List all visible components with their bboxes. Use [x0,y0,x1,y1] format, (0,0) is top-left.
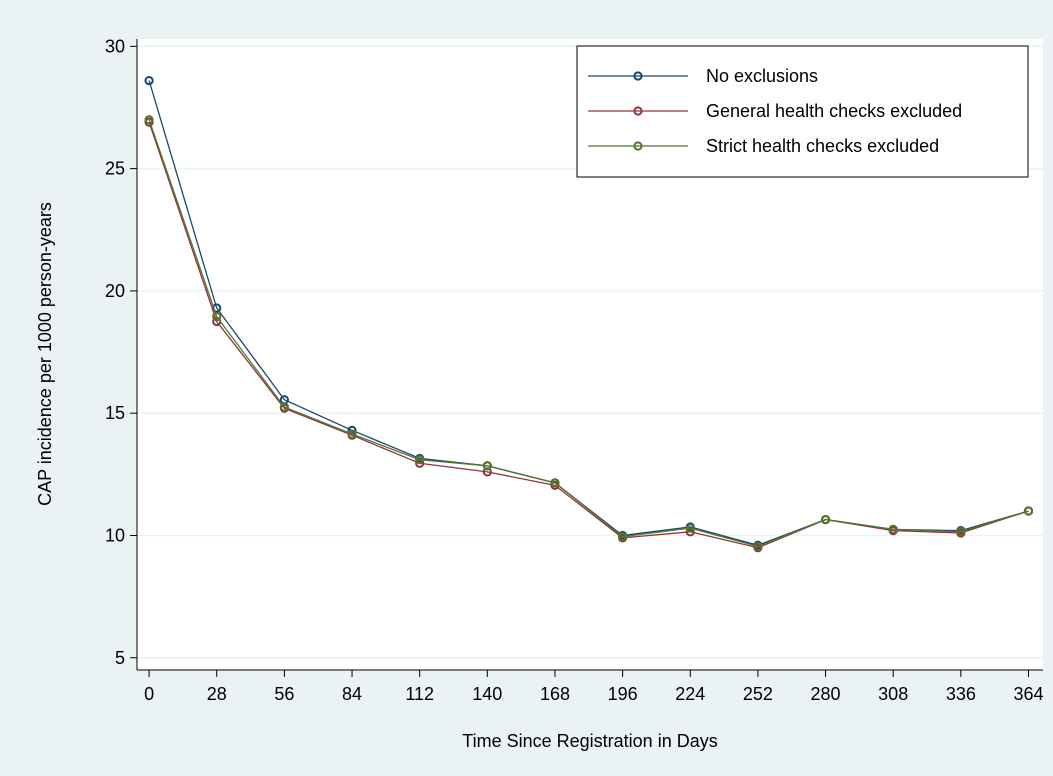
data-point [685,523,695,533]
data-point [820,514,831,525]
x-tick-label: 28 [207,684,227,704]
y-ticks: 5 10 15 20 25 30 [105,36,137,668]
data-point [347,429,357,439]
x-tick-label: 0 [144,684,154,704]
y-tick-label: 10 [105,525,125,545]
data-point [482,461,492,471]
legend-swatch-marker [633,141,643,151]
x-tick-label: 112 [405,684,434,704]
x-tick-label: 196 [608,684,638,704]
y-tick-label: 20 [105,281,125,301]
x-tick-label: 84 [342,684,362,704]
x-tick-label: 308 [878,684,908,704]
legend-swatch-marker [633,106,643,116]
data-point [415,455,425,465]
x-axis-title: Time Since Registration in Days [462,731,717,751]
y-tick-label: 30 [105,36,125,56]
x-ticks: 0 28 56 84 112 140 168 196 224 252 280 308 336 364 [144,670,1044,704]
data-point [212,311,222,322]
y-axis-title: CAP incidence per 1000 person-years [35,202,55,506]
x-tick-label: 280 [811,684,841,704]
x-tick-label: 140 [472,684,502,704]
data-point [1023,506,1034,516]
x-tick-label: 336 [946,684,976,704]
data-point [888,524,898,534]
data-point [753,541,763,552]
series-group [144,75,1034,553]
series-3 [144,115,1034,552]
x-tick-label: 224 [675,684,705,704]
y-tick-label: 15 [105,403,125,423]
legend-swatch-marker [633,71,643,81]
legend-label: General health checks excluded [706,101,962,121]
data-point [482,467,492,477]
legend-label: Strict health checks excluded [706,136,939,156]
series-line [148,119,1029,548]
legend: No exclusions General health checks exclu… [576,45,1029,178]
data-point [144,75,154,86]
legend-label: No exclusions [706,66,818,86]
x-tick-label: 168 [540,684,570,704]
data-point [550,478,560,488]
data-point [279,402,289,412]
data-point [956,527,966,537]
y-tick-label: 5 [115,648,125,668]
data-point [144,115,154,125]
axes [136,39,1043,671]
data-point [618,532,628,542]
x-tick-label: 252 [743,684,773,704]
y-tick-label: 25 [105,159,125,179]
x-tick-label: 56 [274,684,294,704]
x-tick-label: 364 [1013,684,1043,704]
series-line [148,121,1029,549]
